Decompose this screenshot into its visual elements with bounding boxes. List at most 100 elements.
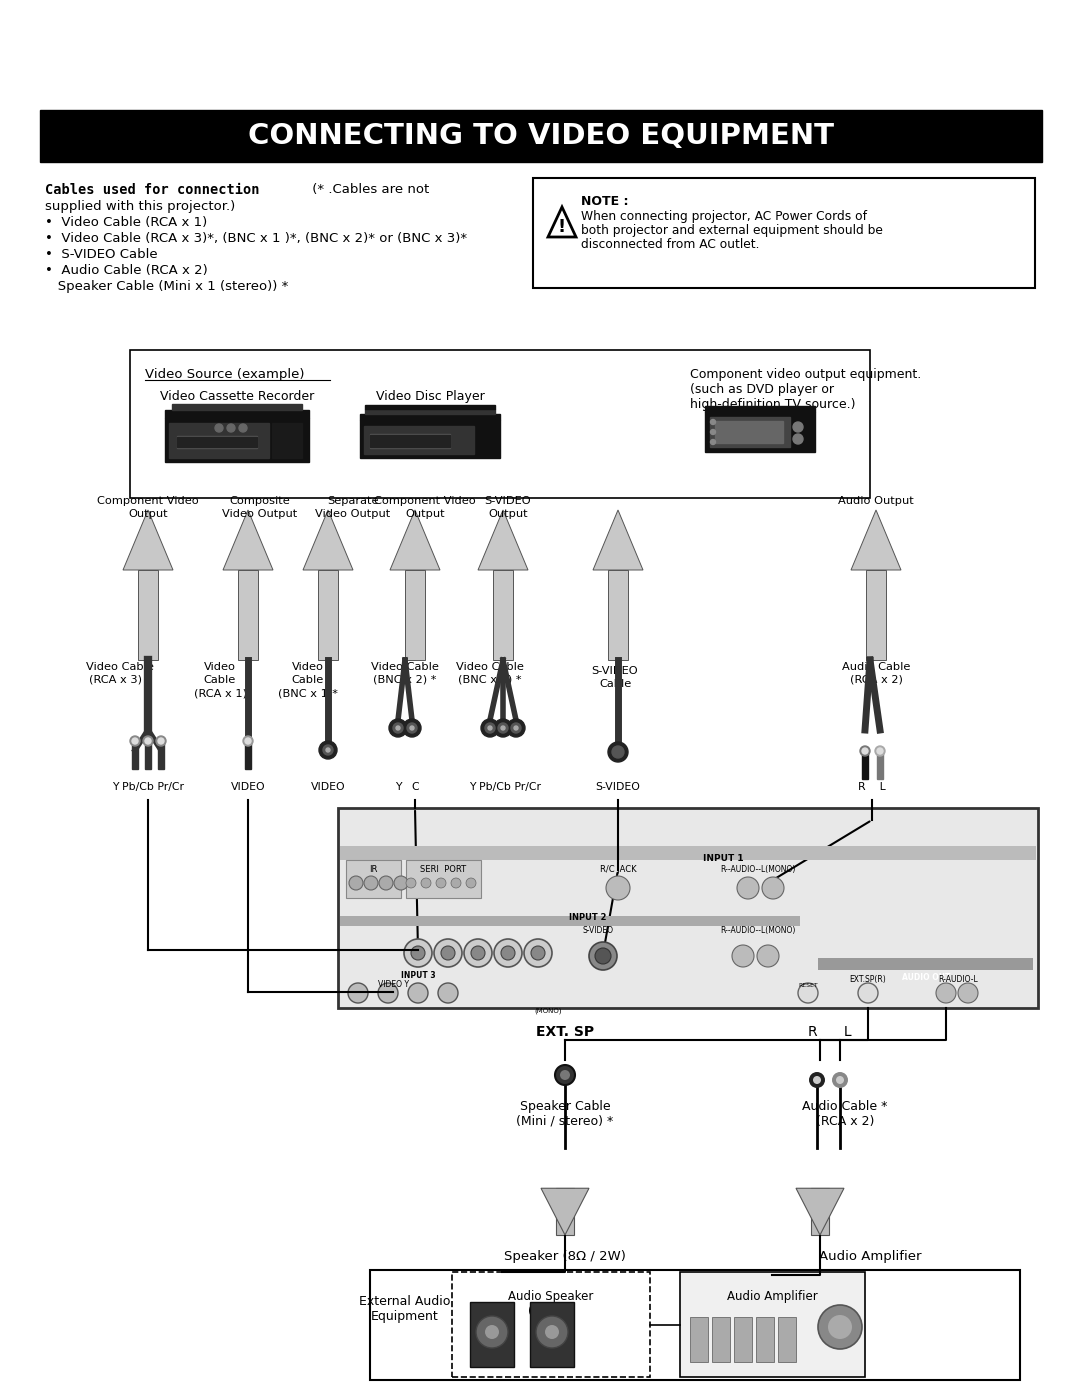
Text: Audio Output: Audio Output <box>838 496 914 506</box>
Circle shape <box>832 1071 848 1088</box>
Circle shape <box>378 983 399 1003</box>
Text: EXT.SP(R): EXT.SP(R) <box>850 975 887 983</box>
Bar <box>818 958 1032 970</box>
Bar <box>165 409 309 418</box>
Bar <box>360 420 500 458</box>
Text: S-VIDEO: S-VIDEO <box>592 666 638 676</box>
Circle shape <box>410 726 414 731</box>
Circle shape <box>737 877 759 900</box>
Circle shape <box>711 429 715 434</box>
Text: Audio Amplifier: Audio Amplifier <box>819 1250 921 1263</box>
Bar <box>705 407 815 412</box>
Text: R--AUDIO--L(MONO): R--AUDIO--L(MONO) <box>720 926 796 935</box>
Text: Cable: Cable <box>599 679 631 689</box>
Bar <box>132 740 138 768</box>
Text: (* .Cables are not: (* .Cables are not <box>308 183 429 196</box>
Text: Video Output: Video Output <box>222 509 298 520</box>
Bar <box>778 1317 796 1362</box>
Text: VIDEO: VIDEO <box>311 782 346 792</box>
Circle shape <box>818 1305 862 1350</box>
Polygon shape <box>123 510 173 570</box>
Text: Speaker (8Ω / 2W): Speaker (8Ω / 2W) <box>504 1250 626 1263</box>
Circle shape <box>326 747 330 752</box>
Text: Video: Video <box>204 662 237 672</box>
Bar <box>370 434 450 447</box>
Circle shape <box>245 738 251 745</box>
Text: INPUT 1: INPUT 1 <box>703 854 743 863</box>
Bar <box>492 570 513 659</box>
Bar <box>556 1189 575 1235</box>
Text: VIDEO: VIDEO <box>231 782 266 792</box>
Text: Speaker Cable
(Mini / stereo) *: Speaker Cable (Mini / stereo) * <box>516 1099 613 1127</box>
Bar <box>245 740 251 768</box>
Circle shape <box>514 726 518 731</box>
Bar <box>405 570 426 659</box>
Circle shape <box>494 939 522 967</box>
Circle shape <box>436 877 446 888</box>
Circle shape <box>349 876 363 890</box>
Text: Video Output: Video Output <box>315 509 391 520</box>
Circle shape <box>348 983 368 1003</box>
Circle shape <box>501 946 515 960</box>
Circle shape <box>595 949 611 964</box>
Text: S-VIDEO: S-VIDEO <box>595 782 640 792</box>
Text: When connecting projector, AC Power Cords of: When connecting projector, AC Power Cord… <box>581 210 867 224</box>
Circle shape <box>507 719 525 738</box>
Text: Video: Video <box>292 662 324 672</box>
Bar <box>877 752 883 780</box>
Text: R    L: R L <box>859 782 886 792</box>
Bar <box>811 1189 829 1235</box>
Circle shape <box>396 726 400 731</box>
Circle shape <box>465 877 476 888</box>
Bar <box>360 414 500 420</box>
Bar <box>177 437 257 447</box>
Text: Audio Cable: Audio Cable <box>841 662 910 672</box>
Circle shape <box>132 738 138 745</box>
Bar <box>712 1317 730 1362</box>
Circle shape <box>524 939 552 967</box>
Text: S-VIDEO: S-VIDEO <box>582 926 613 935</box>
Circle shape <box>488 726 492 731</box>
Text: Y Pb/Cb Pr/Cr: Y Pb/Cb Pr/Cr <box>469 782 541 792</box>
Polygon shape <box>390 510 440 570</box>
Circle shape <box>243 736 253 746</box>
Text: R-AUDIO-L: R-AUDIO-L <box>939 975 977 983</box>
Bar <box>138 570 158 659</box>
Circle shape <box>606 876 630 900</box>
Text: Component Video: Component Video <box>374 496 476 506</box>
Bar <box>158 740 164 768</box>
Text: R      L: R L <box>808 1025 852 1039</box>
Text: Cable: Cable <box>204 675 237 685</box>
Circle shape <box>531 946 545 960</box>
Circle shape <box>421 877 431 888</box>
Circle shape <box>130 736 140 746</box>
Circle shape <box>757 944 779 967</box>
Circle shape <box>379 876 393 890</box>
Text: Video Source (example): Video Source (example) <box>145 367 305 381</box>
Bar <box>318 570 338 659</box>
Circle shape <box>494 719 512 738</box>
Bar <box>370 434 450 448</box>
Circle shape <box>158 738 164 745</box>
Circle shape <box>394 876 408 890</box>
Circle shape <box>813 1076 821 1084</box>
Text: Audio Cable *
(RCA x 2): Audio Cable * (RCA x 2) <box>802 1099 888 1127</box>
Bar <box>40 110 1042 162</box>
Circle shape <box>389 719 407 738</box>
Circle shape <box>145 738 151 745</box>
Bar <box>177 436 257 448</box>
Circle shape <box>411 946 426 960</box>
Bar <box>705 412 815 453</box>
Bar <box>172 404 302 409</box>
Text: (RCA x 3) *: (RCA x 3) * <box>89 675 151 685</box>
Circle shape <box>958 983 978 1003</box>
Circle shape <box>406 877 416 888</box>
Circle shape <box>451 877 461 888</box>
Text: IR: IR <box>368 865 377 875</box>
Circle shape <box>407 724 417 733</box>
Circle shape <box>589 942 617 970</box>
Text: (BNC x 1)*: (BNC x 1)* <box>278 687 338 698</box>
Circle shape <box>464 939 492 967</box>
Circle shape <box>485 724 495 733</box>
Circle shape <box>511 724 521 733</box>
